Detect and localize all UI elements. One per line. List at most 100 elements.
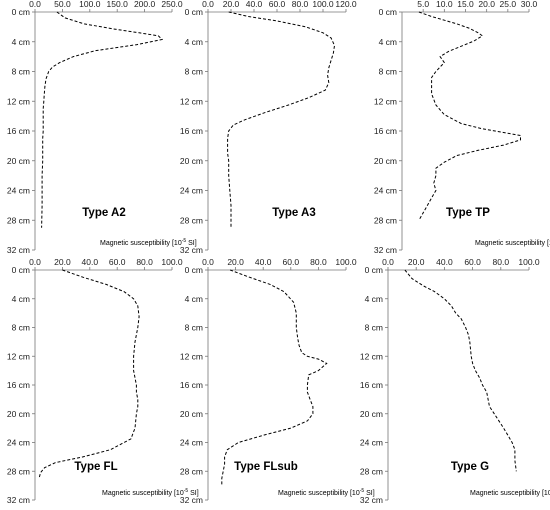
x-tick-label: 40.0 xyxy=(246,0,263,9)
panel-title: Type A2 xyxy=(82,207,125,219)
y-tick-label: 0 cm xyxy=(379,7,397,17)
chart-panel-5: 0.0 20.0 40.0 60.0 80.0 100.0 0 cm 4 cm 8 cm 12 c… xyxy=(180,257,375,505)
x-tick-label: 200.0 xyxy=(134,0,156,9)
y-tick-label: 12 cm xyxy=(180,96,203,106)
x-tick-label: 60.0 xyxy=(269,0,286,9)
chart-panel-2: 0.0 20.0 40.0 60.0 80.0 100.0 120.0 0 cm 4 cm 8 c… xyxy=(180,0,357,255)
chart-panel-6: 0.0 20.0 40.0 60.0 80.0 100.0 0 cm 4 cm 8 cm 12 c… xyxy=(360,257,550,505)
x-tick-label: 20.0 xyxy=(227,257,244,267)
y-tick-label: 12 cm xyxy=(7,351,30,361)
panel-title: Type FLsub xyxy=(234,461,298,473)
x-tick-label: 250.0 xyxy=(161,0,183,9)
y-tick-label: 4 cm xyxy=(185,294,203,304)
data-series-line xyxy=(41,11,164,228)
y-tick-label: 8 cm xyxy=(185,323,203,333)
y-tick-label: 32 cm xyxy=(7,495,30,505)
y-tick-label: 16 cm xyxy=(374,126,397,136)
y-tick-label: 24 cm xyxy=(374,186,397,196)
y-tick-label: 0 cm xyxy=(12,7,30,17)
x-tick-label: 150.0 xyxy=(107,0,129,9)
x-tick-label: 10.0 xyxy=(436,0,453,9)
y-tick-label: 12 cm xyxy=(360,351,383,361)
x-tick-label: 100.0 xyxy=(161,257,183,267)
y-tick-label: 28 cm xyxy=(7,466,30,476)
x-tick-label: 0.0 xyxy=(29,0,41,9)
y-tick-label: 28 cm xyxy=(374,215,397,225)
y-tick-label: 20 cm xyxy=(374,156,397,166)
y-tick-label: 8 cm xyxy=(185,67,203,77)
y-tick-label: 12 cm xyxy=(180,351,203,361)
y-tick-label: 12 cm xyxy=(7,96,30,106)
data-series-line xyxy=(418,11,521,221)
y-tick-label: 4 cm xyxy=(365,294,383,304)
y-tick-label: 32 cm xyxy=(180,495,203,505)
y-tick-label: 28 cm xyxy=(7,215,30,225)
x-axis-label: Magnetic susceptibility [10-5 SI] xyxy=(100,238,197,247)
x-tick-label: 60.0 xyxy=(283,257,300,267)
y-tick-label: 24 cm xyxy=(360,438,383,448)
y-tick-label: 20 cm xyxy=(180,409,203,419)
y-tick-label: 16 cm xyxy=(180,380,203,390)
y-tick-label: 24 cm xyxy=(7,438,30,448)
x-tick-label: 40.0 xyxy=(436,257,453,267)
x-tick-label: 80.0 xyxy=(310,257,327,267)
y-tick-label: 0 cm xyxy=(365,265,383,275)
y-tick-label: 16 cm xyxy=(7,126,30,136)
x-tick-label: 0.0 xyxy=(202,257,214,267)
y-tick-label: 12 cm xyxy=(374,96,397,106)
panel-title: Type G xyxy=(451,461,489,473)
x-tick-label: 20.0 xyxy=(223,0,240,9)
y-tick-label: 8 cm xyxy=(365,323,383,333)
y-tick-label: 0 cm xyxy=(12,265,30,275)
x-axis-label: Magnetic susceptibility [10-5 SI] xyxy=(470,488,550,497)
y-tick-label: 20 cm xyxy=(7,409,30,419)
y-tick-label: 32 cm xyxy=(7,245,30,255)
x-tick-label: 0.0 xyxy=(382,257,394,267)
y-tick-label: 16 cm xyxy=(360,380,383,390)
x-tick-label: 100.0 xyxy=(79,0,101,9)
x-tick-label: 20.0 xyxy=(478,0,495,9)
y-tick-label: 16 cm xyxy=(180,126,203,136)
y-tick-label: 28 cm xyxy=(360,466,383,476)
y-tick-label: 32 cm xyxy=(360,495,383,505)
x-axis-label: Magnetic susceptibility [10-5 SI] xyxy=(278,488,375,497)
data-series-line xyxy=(227,11,336,228)
x-tick-label: 80.0 xyxy=(493,257,510,267)
y-tick-label: 4 cm xyxy=(379,37,397,47)
y-tick-label: 16 cm xyxy=(7,380,30,390)
x-tick-label: 20.0 xyxy=(54,257,71,267)
x-tick-label: 25.0 xyxy=(500,0,517,9)
x-tick-label: 50.0 xyxy=(54,0,71,9)
y-tick-label: 24 cm xyxy=(7,186,30,196)
x-tick-label: 15.0 xyxy=(457,0,474,9)
x-tick-label: 40.0 xyxy=(255,257,272,267)
panel-title: Type FL xyxy=(74,461,117,473)
y-tick-label: 4 cm xyxy=(185,37,203,47)
x-tick-label: 100.0 xyxy=(335,257,357,267)
x-tick-label: 30.0 xyxy=(521,0,538,9)
panel-title: Type TP xyxy=(446,207,490,219)
x-tick-label: 20.0 xyxy=(408,257,425,267)
chart-panel-3: 5.0 10.0 15.0 20.0 25.0 30.0 0 cm 4 cm 8 cm 12 cm… xyxy=(374,0,550,255)
x-tick-label: 80.0 xyxy=(136,257,153,267)
y-tick-label: 0 cm xyxy=(185,265,203,275)
x-tick-label: 0.0 xyxy=(29,257,41,267)
y-tick-label: 24 cm xyxy=(180,186,203,196)
data-series-line xyxy=(38,269,140,479)
x-tick-label: 120.0 xyxy=(335,0,357,9)
data-series-line xyxy=(221,269,328,486)
y-tick-label: 20 cm xyxy=(360,409,383,419)
x-tick-label: 100.0 xyxy=(518,257,540,267)
y-tick-label: 32 cm xyxy=(374,245,397,255)
x-tick-label: 80.0 xyxy=(292,0,309,9)
y-tick-label: 28 cm xyxy=(180,215,203,225)
y-tick-label: 28 cm xyxy=(180,466,203,476)
y-tick-label: 20 cm xyxy=(7,156,30,166)
y-tick-label: 4 cm xyxy=(12,37,30,47)
chart-panel-1: 0.0 50.0 100.0 150.0 200.0 250.0 0 cm 4 cm 8 cm 1… xyxy=(7,0,197,255)
x-tick-label: 60.0 xyxy=(464,257,481,267)
y-tick-label: 32 cm xyxy=(180,245,203,255)
y-tick-label: 8 cm xyxy=(12,323,30,333)
x-axis-label: Magnetic susceptibility [10-5 SI] xyxy=(102,488,199,497)
